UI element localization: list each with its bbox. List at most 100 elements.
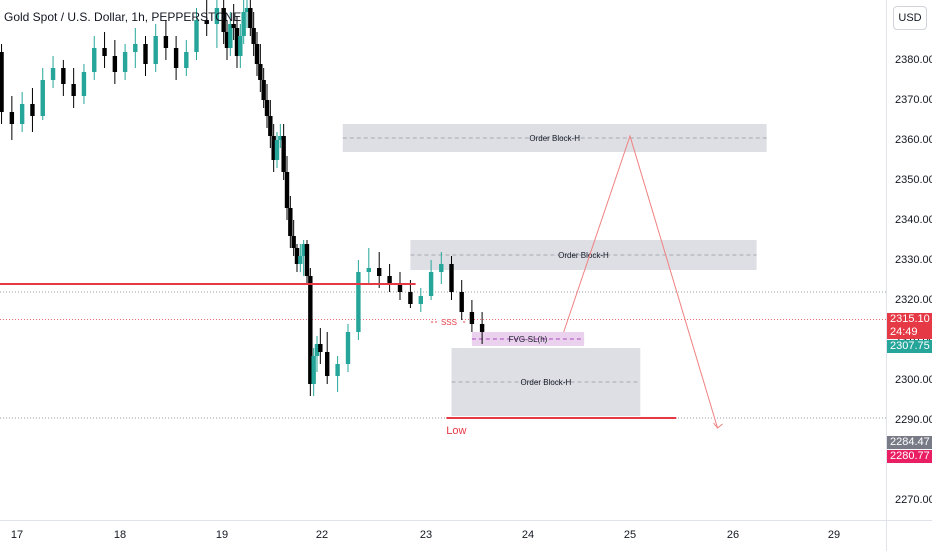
fvg-label: FVG-SL(h) [509, 335, 548, 344]
candle-body [71, 84, 76, 96]
candle-body [30, 104, 35, 116]
candle-body [261, 80, 266, 100]
candle-body [291, 236, 296, 248]
price-tick-label: 2300.00 [895, 374, 932, 386]
candle-body [397, 284, 403, 292]
candle-body [418, 296, 423, 304]
candle-body [228, 24, 233, 48]
candle-body [221, 8, 226, 32]
candle-body [268, 116, 273, 136]
candle-body [173, 48, 179, 68]
candle-body [408, 292, 413, 304]
candle-body [238, 36, 243, 56]
candle-body [40, 80, 45, 116]
price-tick-label: 2320.00 [895, 294, 932, 306]
candle-body [264, 100, 270, 116]
candle-body [294, 248, 300, 264]
candle-body [318, 344, 323, 352]
time-tick-label: 23 [419, 529, 433, 541]
time-tick-label: 29 [827, 529, 841, 541]
order-block-label: Order Block-H [558, 251, 609, 260]
candle-body [231, 24, 236, 28]
axis-corner[interactable] [886, 520, 932, 551]
price-tick-label: 2360.00 [895, 134, 932, 146]
candle-body [271, 136, 276, 160]
zones-layer: Order Block-H Order Block-H Order Block-H F… [342, 124, 767, 416]
candle-body [241, 12, 246, 36]
price-tick-label: 2370.00 [895, 94, 932, 106]
candle-body [204, 20, 209, 24]
currency-button[interactable]: USD [893, 6, 927, 30]
price-tick-label: 2350.00 [895, 174, 932, 186]
candle-body [281, 136, 286, 172]
candle-body [304, 244, 310, 276]
order-block-label: Order Block-H [521, 378, 572, 387]
candle-body [345, 332, 351, 364]
level-label: SSS [441, 318, 457, 327]
candle-body [122, 52, 128, 72]
chart-title: Gold Spot / U.S. Dollar, 1h, PEPPERSTONE [4, 10, 242, 24]
price-tag: 24:49 [887, 326, 932, 340]
candle-body [469, 312, 475, 324]
candle-body [19, 104, 25, 124]
candle-body [112, 56, 118, 72]
candle-body [314, 344, 320, 356]
candle-body [102, 48, 107, 56]
levels-layer: BOSSSSSLow [0, 283, 677, 437]
price-tag: 2315.10 [887, 313, 932, 327]
price-tick-label: 2330.00 [895, 254, 932, 266]
candle-body [50, 68, 56, 80]
candle-body [274, 140, 280, 160]
price-tick-label: 2380.00 [895, 54, 932, 66]
time-tick-label: 19 [215, 529, 229, 541]
level-label-bg [436, 317, 461, 327]
candle-body [194, 20, 199, 52]
candle-body [335, 364, 340, 376]
candle-body [248, 8, 253, 28]
time-tick-label: 17 [10, 529, 24, 541]
price-tick-label: 2340.00 [895, 214, 932, 226]
candle-body [301, 244, 306, 256]
candle-body [479, 324, 485, 332]
candle-body [387, 276, 392, 284]
time-tick-label: 26 [726, 529, 740, 541]
candle-body [288, 208, 293, 236]
candle-body [81, 72, 87, 96]
candle-body [92, 48, 97, 72]
candle-body [224, 32, 230, 48]
candle-body [428, 272, 434, 296]
time-tick-label: 22 [315, 529, 329, 541]
chart-area[interactable]: Order Block-H Order Block-H Order Block-H F… [0, 0, 886, 520]
candle-body [61, 68, 66, 84]
candle-body [325, 352, 330, 376]
candle-body [439, 264, 444, 272]
price-tick-label: 2270.00 [895, 494, 932, 506]
time-tick-label: 24 [521, 529, 535, 541]
candle-body [308, 276, 313, 384]
candle-body [377, 268, 382, 276]
candle-body [184, 52, 189, 68]
candle-body [284, 172, 290, 208]
candle-body [258, 64, 263, 80]
candles-layer [0, 0, 485, 396]
chart-canvas[interactable]: Order Block-H Order Block-H Order Block-H F… [0, 0, 886, 520]
time-axis[interactable]: 17 18 19 22 23 24 25 26 29 [0, 520, 886, 551]
candle-body [133, 44, 138, 52]
candle-body [251, 28, 256, 44]
price-axis[interactable]: USD 2380.00 2370.00 2360.00 2350.00 2340.00 2… [886, 0, 932, 520]
time-tick-label: 25 [623, 529, 637, 541]
level-label: Low [446, 425, 466, 437]
candle-body [0, 52, 4, 112]
projection-path [563, 134, 719, 429]
candle-body [311, 356, 316, 384]
candle-body [9, 112, 15, 124]
candle-body [244, 8, 250, 12]
reference-lines-layer [0, 291, 886, 419]
candle-body [449, 264, 454, 292]
projection-layer [563, 134, 723, 429]
candle-body [356, 272, 361, 332]
candle-body [278, 136, 283, 140]
candle-body [298, 256, 303, 264]
candle-body [163, 36, 169, 48]
candle-body [459, 292, 464, 312]
